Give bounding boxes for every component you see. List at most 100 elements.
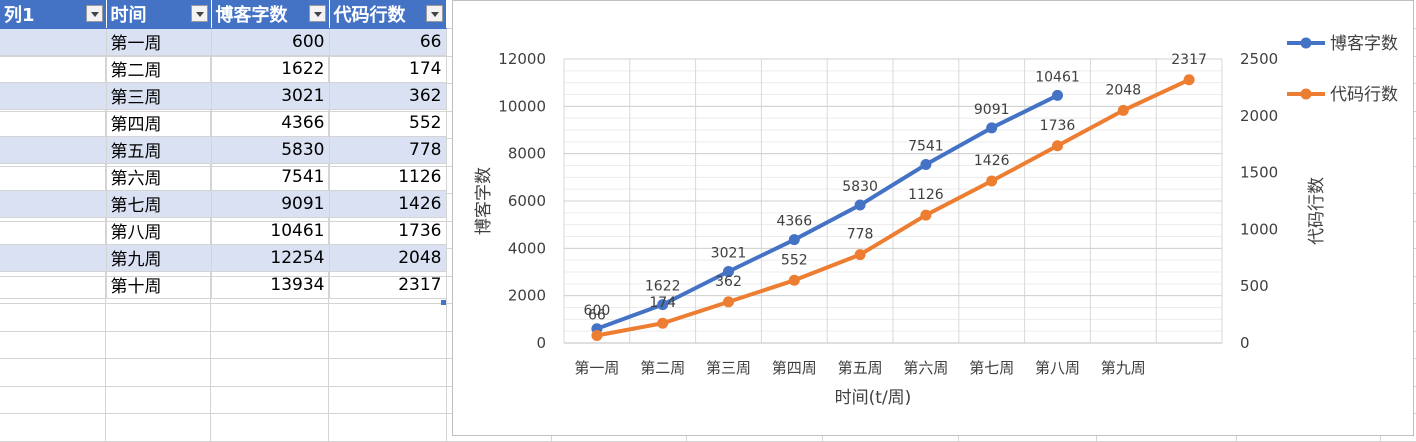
table-cell[interactable]: 2048 [329, 244, 447, 272]
table-cell[interactable]: 13934 [211, 271, 330, 299]
filter-dropdown-icon[interactable] [190, 5, 208, 22]
table-cell[interactable]: 第二周 [106, 55, 212, 83]
y-tick-label: 4000 [508, 239, 546, 257]
filter-dropdown-icon[interactable] [308, 5, 326, 22]
table-row: 第八周 10461 1736 [0, 217, 447, 245]
column-header-label: 时间 [110, 4, 147, 26]
x-tick-label: 第九周 [1101, 359, 1146, 377]
table-row: 第六周 7541 1126 [0, 163, 447, 191]
data-point [854, 199, 866, 211]
data-label: 2317 [1171, 52, 1207, 68]
data-point [723, 266, 734, 278]
table-row: 第二周 1622 174 [0, 55, 447, 83]
data-point [986, 175, 998, 187]
table-cell[interactable]: 1126 [329, 163, 447, 191]
data-point [1117, 104, 1129, 116]
table-cell[interactable] [0, 109, 107, 137]
table-cell[interactable]: 174 [329, 55, 447, 83]
data-point [986, 122, 998, 134]
data-label: 5830 [842, 179, 878, 195]
table-cell[interactable]: 7541 [211, 163, 330, 191]
table-row: 第五周 5830 778 [0, 136, 447, 164]
column-header[interactable]: 列1 [0, 0, 107, 29]
filter-dropdown-icon[interactable] [85, 5, 103, 22]
table-cell[interactable] [0, 217, 107, 245]
table-cell[interactable]: 4366 [211, 109, 330, 137]
column-header[interactable]: 代码行数 [329, 0, 447, 29]
table-cell[interactable]: 第三周 [106, 82, 212, 110]
x-tick-label: 第二周 [640, 359, 685, 377]
table-cell[interactable]: 1736 [329, 217, 447, 245]
table-resize-handle[interactable] [441, 300, 446, 305]
column-header-label: 代码行数 [333, 4, 406, 26]
table-cell[interactable]: 552 [329, 109, 447, 137]
data-point [1183, 74, 1195, 86]
table-cell[interactable]: 1622 [211, 55, 330, 83]
table-row: 第十周 13934 2317 [0, 271, 447, 299]
table-cell[interactable]: 600 [211, 28, 330, 56]
series-line-1 [596, 93, 1059, 331]
x-tick-label: 第七周 [969, 359, 1014, 377]
y2-tick-label: 1500 [1240, 164, 1278, 182]
data-label: 1426 [974, 153, 1010, 169]
data-label: 1126 [908, 187, 944, 203]
table-row: 第三周 3021 362 [0, 82, 447, 110]
table-cell[interactable]: 第九周 [106, 244, 212, 272]
table-cell[interactable] [0, 244, 107, 272]
table-cell[interactable]: 362 [329, 82, 447, 110]
table-cell[interactable] [0, 190, 107, 218]
y-tick-label: 10000 [498, 97, 546, 115]
table-cell[interactable]: 第一周 [106, 28, 212, 56]
table-cell[interactable] [0, 28, 107, 56]
data-point [1052, 89, 1063, 101]
table-row: 第一周 600 66 [0, 28, 447, 56]
x-tick-label: 第四周 [772, 359, 817, 377]
y-tick-label: 12000 [498, 50, 546, 68]
column-header[interactable]: 时间 [106, 0, 212, 29]
table-cell[interactable] [0, 136, 107, 164]
series-line-2 [596, 77, 1190, 338]
table-cell[interactable]: 1426 [329, 190, 447, 218]
y-axis-title: 博客字数 [474, 167, 494, 235]
table-cell[interactable] [0, 163, 107, 191]
filter-dropdown-icon[interactable] [425, 5, 443, 22]
data-label: 600 [584, 303, 611, 319]
data-point [723, 296, 734, 308]
table-cell[interactable]: 第四周 [106, 109, 212, 137]
column-header[interactable]: 博客字数 [211, 0, 330, 29]
table-cell[interactable]: 第五周 [106, 136, 212, 164]
table-cell[interactable]: 第七周 [106, 190, 212, 218]
table-cell[interactable]: 2317 [329, 271, 447, 299]
data-point [920, 159, 932, 171]
x-tick-label: 第三周 [706, 359, 751, 377]
data-label: 3021 [711, 246, 747, 262]
y2-tick-label: 2500 [1240, 50, 1278, 68]
data-point [657, 299, 669, 311]
table-cell[interactable]: 66 [329, 28, 447, 56]
table-cell[interactable]: 第十周 [106, 271, 212, 299]
data-point [920, 209, 932, 221]
table-cell[interactable]: 第八周 [106, 217, 212, 245]
table-cell[interactable]: 3021 [211, 82, 330, 110]
table-cell[interactable]: 778 [329, 136, 447, 164]
table-cell[interactable] [0, 82, 107, 110]
x-tick-label: 第六周 [903, 359, 948, 377]
legend-swatch-marker [1300, 37, 1312, 49]
table-row: 第七周 9091 1426 [0, 190, 447, 218]
table-row: 第四周 4366 552 [0, 109, 447, 137]
column-header-label: 博客字数 [215, 4, 288, 26]
y-tick-label: 6000 [508, 192, 546, 210]
table-cell[interactable]: 12254 [211, 244, 330, 272]
table-cell[interactable]: 10461 [211, 217, 330, 245]
table-cell[interactable]: 第六周 [106, 163, 212, 191]
table-cell[interactable] [0, 55, 107, 83]
y-tick-label: 2000 [508, 287, 546, 305]
y2-tick-label: 1000 [1240, 220, 1278, 238]
table-cell[interactable] [0, 271, 107, 299]
chart-area[interactable]: 0 2000 4000 6000 8000 10000 12000 0 500 1000 1500 2… [452, 0, 1414, 436]
table-cell[interactable]: 9091 [211, 190, 330, 218]
data-label: 4366 [776, 214, 812, 230]
legend-label: 代码行数 [1330, 85, 1398, 105]
table-cell[interactable]: 5830 [211, 136, 330, 164]
data-label: 552 [781, 252, 808, 268]
